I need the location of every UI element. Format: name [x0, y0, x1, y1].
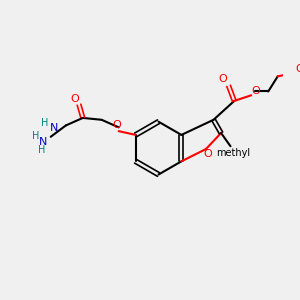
- Text: O: O: [219, 74, 227, 84]
- Text: O: O: [70, 94, 79, 104]
- Text: O: O: [203, 149, 212, 159]
- Text: H: H: [38, 145, 45, 155]
- Text: H: H: [32, 131, 39, 141]
- Text: O: O: [252, 85, 260, 96]
- Text: N: N: [50, 123, 59, 133]
- Text: N: N: [39, 137, 47, 148]
- Text: methyl: methyl: [216, 148, 250, 158]
- Text: O: O: [112, 121, 121, 130]
- Text: H: H: [41, 118, 49, 128]
- Text: O: O: [295, 64, 300, 74]
